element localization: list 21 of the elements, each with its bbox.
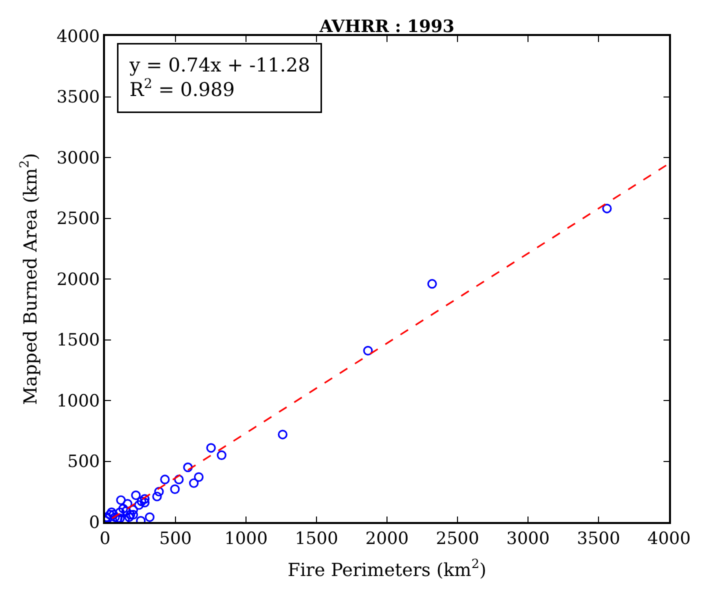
x-axis-title: Fire Perimeters (km$^{2}$)	[288, 556, 486, 581]
x-tick-label: 2500	[436, 529, 480, 550]
y-tick-label: 3000	[56, 148, 100, 168]
chart-title: AVHRR : 1993	[318, 16, 454, 37]
annotation: y = 0.74x + -11.28	[128, 54, 310, 76]
annotation: R$^{2}$ = 0.989	[130, 77, 235, 102]
y-tick-label: 4000	[56, 26, 100, 47]
y-tick-label: 1500	[56, 330, 100, 351]
y-tick-label: 500	[67, 452, 100, 472]
y-tick-label: 0	[89, 512, 100, 533]
x-tick-label: 500	[159, 529, 192, 550]
x-tick-label: 4000	[647, 529, 691, 550]
x-tick-label: 2000	[365, 529, 409, 550]
y-tick-label: 2500	[56, 209, 100, 230]
x-tick-label: 1500	[294, 529, 338, 550]
y-tick-label: 2000	[56, 270, 100, 290]
x-tick-label: 3000	[506, 529, 550, 550]
y-tick-label: 1000	[56, 391, 100, 412]
x-tick-label: 3500	[576, 529, 620, 550]
y-tick-label: 3500	[56, 88, 100, 108]
x-tick-label: 1000	[224, 529, 268, 550]
